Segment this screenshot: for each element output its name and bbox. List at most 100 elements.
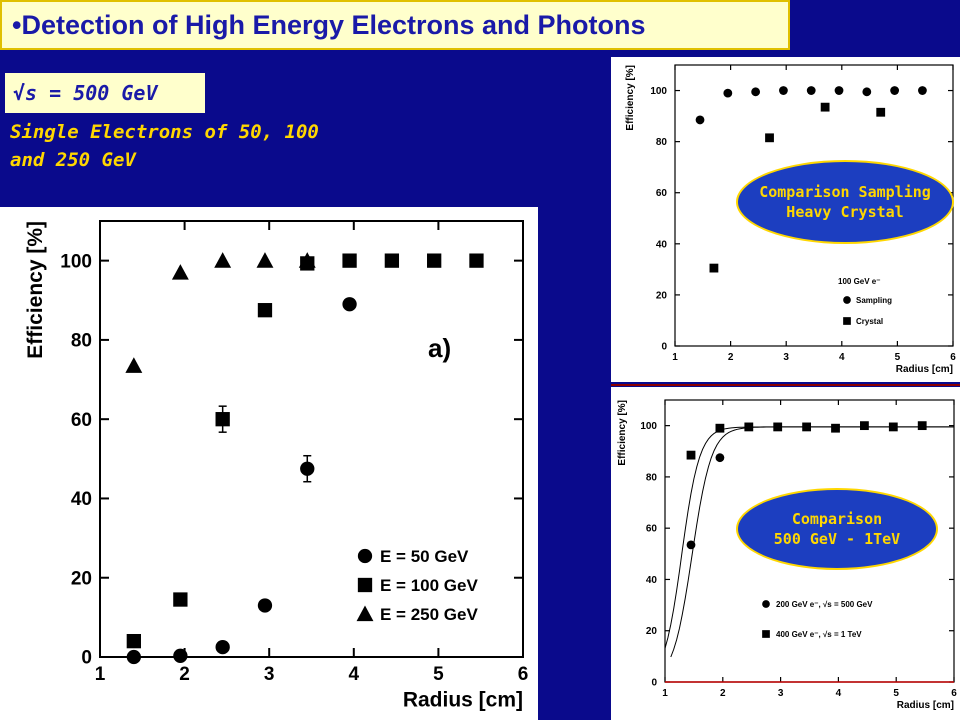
data-point-square [831, 423, 840, 433]
x-tick-label: 2 [179, 664, 190, 685]
y-tick-label: 100 [650, 86, 667, 97]
legend-label: 200 GeV e⁻, √s = 500 GeV [776, 600, 873, 609]
y-tick-label: 60 [656, 188, 668, 199]
y-tick-label: 100 [60, 251, 92, 272]
y-tick-label: 20 [656, 290, 668, 301]
subtitle-line-1: Single Electrons of 50, 100 [10, 121, 319, 143]
callout-bottom-line-2: 500 GeV - 1TeV [773, 530, 901, 548]
legend-marker-triangle [356, 605, 374, 622]
title-bullet: • [12, 9, 22, 40]
legend-label: E = 100 GeV [380, 576, 478, 595]
legend-marker-circle [762, 600, 770, 608]
data-point-triangle [171, 264, 189, 280]
data-point-square [802, 422, 812, 432]
y-tick-label: 0 [81, 648, 92, 669]
data-point-circle [723, 88, 733, 98]
legend-marker-square [357, 577, 373, 593]
data-point-square [917, 421, 927, 431]
title-text: Detection of High Energy Electrons and P… [21, 9, 646, 40]
x-tick-label: 2 [720, 688, 726, 699]
data-point-square [765, 133, 774, 143]
y-tick-label: 0 [651, 678, 657, 689]
data-point-square [686, 450, 696, 460]
x-axis-label: Radius [cm] [403, 688, 523, 711]
y-tick-label: 60 [71, 410, 92, 431]
data-point-square [257, 303, 273, 318]
legend-label: Crystal [856, 317, 883, 326]
y-axis-label: Efficiency [%] [617, 400, 628, 466]
data-point-square [715, 423, 725, 433]
y-axis-label: Efficiency [%] [625, 65, 636, 131]
legend-label: E = 50 GeV [380, 547, 469, 566]
comparison-sampling-callout: Comparison Sampling Heavy Crystal [736, 160, 954, 244]
x-tick-label: 4 [836, 688, 842, 699]
data-point-square [469, 253, 484, 268]
data-point-circle [779, 86, 788, 95]
energy-badge: √s = 500 GeV [5, 73, 205, 113]
legend-label: Sampling [856, 296, 892, 305]
data-point-square [744, 422, 754, 432]
data-point-square [215, 412, 230, 427]
x-tick-label: 4 [349, 664, 360, 685]
x-tick-label: 5 [893, 688, 899, 699]
y-axis-label: Efficiency [%] [24, 221, 47, 359]
x-tick-label: 2 [728, 352, 734, 363]
legend-marker-circle [357, 548, 373, 564]
y-tick-label: 60 [646, 524, 658, 535]
data-point-circle [695, 115, 705, 125]
legend-title: 100 GeV e⁻ [838, 277, 880, 286]
legend-label: E = 250 GeV [380, 605, 478, 624]
y-tick-label: 40 [656, 239, 668, 250]
x-tick-label: 3 [264, 664, 275, 685]
callout-top-line-2: Heavy Crystal [786, 203, 904, 221]
data-point-circle [806, 86, 816, 95]
x-tick-label: 5 [433, 664, 444, 685]
x-tick-label: 1 [95, 664, 106, 685]
y-tick-label: 80 [71, 331, 92, 352]
x-tick-label: 1 [662, 688, 668, 699]
slide-title: •Detection of High Energy Electrons and … [12, 10, 646, 41]
title-box: •Detection of High Energy Electrons and … [0, 0, 790, 50]
data-point-square [860, 421, 869, 431]
callout-bottom-line-1: Comparison [791, 510, 883, 528]
data-point-circle [751, 87, 761, 97]
main-chart-panel: 1 2 3 4 5 6 0 20 40 60 80 100 Radius [cm] Efficiency … [0, 207, 538, 720]
panel-label: a) [428, 333, 451, 363]
data-point-triangle [256, 252, 274, 268]
x-tick-label: 6 [518, 664, 529, 685]
x-tick-label: 5 [895, 352, 901, 363]
data-point-circle [126, 649, 141, 665]
y-tick-label: 80 [646, 472, 658, 483]
x-tick-label: 1 [672, 352, 678, 363]
data-point-circle [918, 86, 927, 95]
data-point-circle [715, 453, 725, 463]
y-tick-label: 40 [71, 489, 92, 510]
data-point-square [888, 422, 898, 432]
legend-marker-square [843, 317, 851, 325]
data-point-triangle [214, 252, 232, 268]
data-point-square [342, 253, 357, 268]
x-tick-label: 6 [950, 352, 956, 363]
data-point-circle [300, 461, 315, 476]
legend-label: 400 GeV e⁻, √s = 1 TeV [776, 630, 862, 639]
data-point-circle [686, 540, 696, 550]
y-tick-label: 20 [71, 568, 92, 589]
data-point-square [427, 253, 442, 268]
data-point-circle [834, 86, 844, 95]
x-axis-label: Radius [cm] [896, 364, 953, 375]
data-point-triangle [125, 357, 143, 373]
energy-badge-text: √s = 500 GeV [13, 81, 158, 105]
data-point-circle [342, 297, 357, 312]
comparison-energy-callout: Comparison 500 GeV - 1TeV [736, 488, 938, 570]
subtitle-line-2: and 250 GeV [10, 149, 136, 171]
x-tick-label: 4 [839, 352, 845, 363]
data-point-square [876, 107, 886, 117]
divider-line [611, 384, 960, 386]
y-tick-label: 100 [640, 421, 657, 432]
data-point-circle [257, 598, 273, 613]
data-point-square [820, 102, 830, 112]
data-point-triangle [298, 252, 316, 268]
data-point-square [709, 263, 719, 273]
